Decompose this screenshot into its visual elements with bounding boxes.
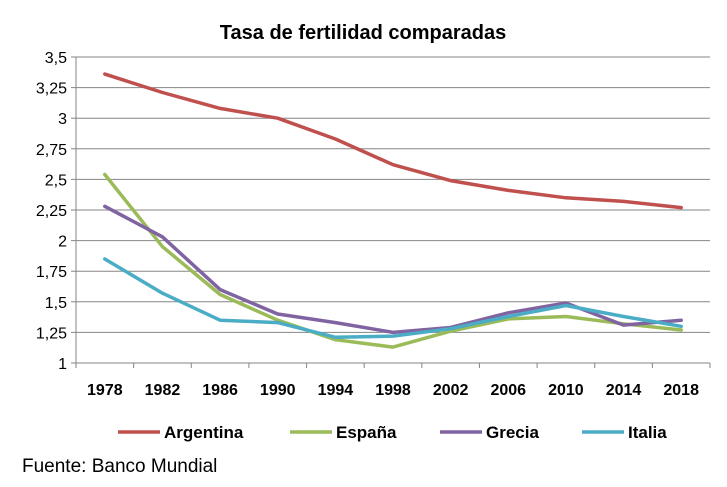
y-tick-label: 2,25 (36, 203, 67, 220)
y-tick-label: 2,75 (36, 142, 67, 159)
x-tick-label: 1986 (202, 382, 238, 399)
legend-label: Argentina (164, 423, 244, 442)
gridlines (76, 56, 710, 333)
x-tick-label: 1994 (318, 382, 354, 399)
y-axis-ticks: 1 1,25 1,5 1,75 2 2,25 2,5 2,75 3 3,25 3,5 (36, 50, 77, 373)
x-tick-label: 2010 (548, 382, 584, 399)
y-tick-label: 1,5 (45, 295, 67, 312)
x-tick-label: 2018 (663, 382, 699, 399)
x-tick-label: 1978 (87, 382, 123, 399)
y-tick-label: 1,25 (36, 325, 67, 342)
x-tick-label: 2006 (490, 382, 526, 399)
series-line-argentina (103, 72, 683, 210)
y-tick-label: 2 (58, 234, 67, 251)
y-tick-label: 1 (58, 356, 67, 373)
legend-label: España (336, 423, 397, 442)
legend-label: Grecia (486, 423, 539, 442)
y-tick-label: 2,5 (45, 172, 67, 189)
y-tick-label: 3,25 (36, 81, 67, 98)
chart-title: Tasa de fertilidad comparadas (220, 22, 506, 44)
series-line-italia (103, 257, 683, 340)
legend: Argentina España Grecia Italia (118, 423, 667, 442)
y-tick-label: 3 (58, 111, 67, 128)
y-tick-label: 3,5 (45, 50, 67, 67)
x-tick-label: 2014 (606, 382, 642, 399)
x-tick-label: 1990 (260, 382, 296, 399)
x-tick-label: 2002 (433, 382, 469, 399)
y-tick-label: 1,75 (36, 264, 67, 281)
x-tick-label: 1982 (145, 382, 181, 399)
x-tick-label: 1998 (375, 382, 411, 399)
legend-label: Italia (628, 423, 667, 442)
series-lines (103, 72, 683, 349)
x-axis: 1978 1982 1986 1990 1994 1998 2002 2006 2010 2014… (75, 362, 711, 399)
source-note: Fuente: Banco Mundial (22, 456, 217, 477)
series-line-españa (103, 172, 683, 349)
